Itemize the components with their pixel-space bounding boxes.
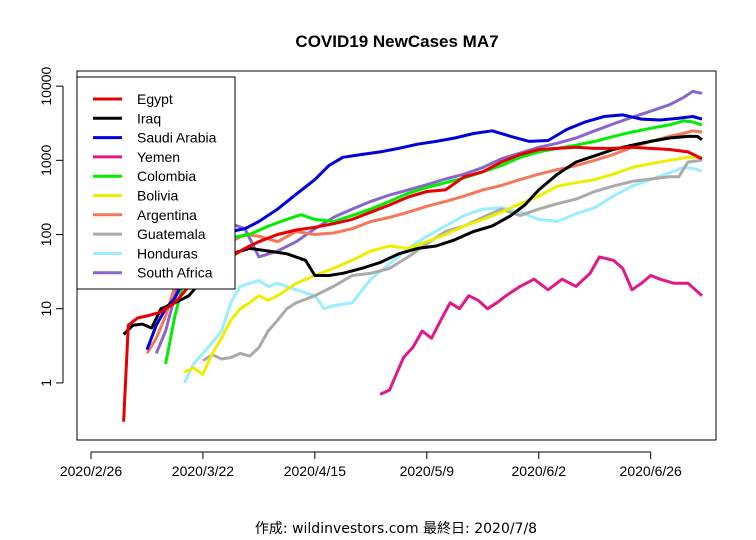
series-line-south-africa bbox=[154, 89, 703, 354]
y-tick-label: 1 bbox=[38, 379, 54, 387]
series-line-guatemala bbox=[202, 158, 703, 362]
legend-label-south-africa: South Africa bbox=[137, 265, 213, 281]
legend-label-iraq: Iraq bbox=[137, 110, 161, 126]
x-tick-label: 2020/4/15 bbox=[284, 463, 346, 479]
legend-label-guatemala: Guatemala bbox=[137, 226, 206, 242]
series-line-colombia bbox=[164, 119, 703, 365]
y-tick-label: 1000 bbox=[38, 145, 54, 176]
y-tick-label: 10000 bbox=[38, 66, 54, 105]
x-tick-label: 2020/6/2 bbox=[512, 463, 567, 479]
legend-label-yemen: Yemen bbox=[137, 149, 180, 165]
series-line-iraq bbox=[122, 134, 703, 336]
x-tick-label: 2020/2/26 bbox=[60, 463, 122, 479]
legend-label-honduras: Honduras bbox=[137, 245, 198, 261]
x-axis: 2020/2/26 2020/3/22 2020/4/15 2020/5/9 2020/… bbox=[60, 451, 682, 479]
legend-label-bolivia: Bolivia bbox=[137, 188, 178, 204]
y-axis: 1 10 100 1000 10000 bbox=[38, 66, 64, 387]
legend-label-saudi-arabia: Saudi Arabia bbox=[137, 130, 217, 146]
series-line-yemen bbox=[379, 255, 703, 396]
x-tick-label: 2020/5/9 bbox=[400, 463, 455, 479]
series-line-bolivia bbox=[183, 155, 702, 376]
y-tick-label: 100 bbox=[38, 223, 54, 247]
footer-credit: 作成: wildinvestors.com 最終日: 2020/7/8 bbox=[255, 521, 537, 537]
legend: Egypt Iraq Saudi Arabia Yemen Colombia Bolivi… bbox=[76, 76, 236, 290]
legend-label-argentina: Argentina bbox=[137, 207, 197, 223]
x-tick-label: 2020/6/26 bbox=[620, 463, 682, 479]
series-line-honduras bbox=[182, 166, 703, 384]
chart-title: COVID19 NewCases MA7 bbox=[295, 32, 498, 51]
legend-label-colombia: Colombia bbox=[137, 168, 196, 184]
x-tick-label: 2020/3/22 bbox=[172, 463, 234, 479]
y-tick-label: 10 bbox=[38, 301, 54, 317]
legend-label-egypt: Egypt bbox=[137, 91, 173, 107]
